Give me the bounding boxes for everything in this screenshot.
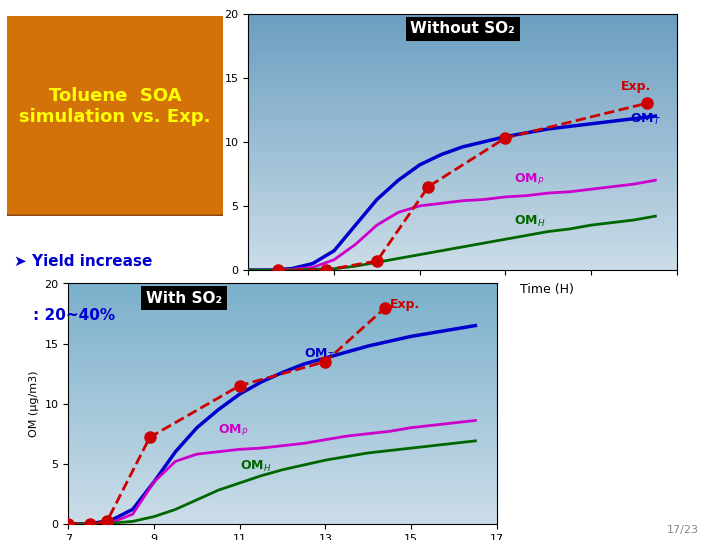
Text: With SO₂: With SO₂ <box>146 291 222 306</box>
Text: Exp.: Exp. <box>621 80 652 93</box>
Text: Time (H): Time (H) <box>521 284 574 296</box>
Y-axis label: OM(ug/m3): OM(ug/m3) <box>209 110 219 173</box>
Text: ➤ Yield increase: ➤ Yield increase <box>14 254 152 269</box>
Text: OM$_T$: OM$_T$ <box>304 347 335 362</box>
Text: OM$_T$: OM$_T$ <box>630 112 661 126</box>
Text: Without SO₂: Without SO₂ <box>410 21 515 36</box>
Text: OM$_P$: OM$_P$ <box>514 172 544 187</box>
Text: Exp.: Exp. <box>390 298 420 310</box>
Text: 17/23: 17/23 <box>667 524 698 535</box>
Y-axis label: OM (μg/m3): OM (μg/m3) <box>29 370 39 437</box>
FancyBboxPatch shape <box>1 10 230 216</box>
Text: : 20~40%: : 20~40% <box>33 308 115 323</box>
Text: Toluene  SOA
simulation vs. Exp.: Toluene SOA simulation vs. Exp. <box>19 87 211 125</box>
Text: OM$_P$: OM$_P$ <box>218 423 249 438</box>
Text: OM$_H$: OM$_H$ <box>240 459 271 474</box>
Text: OM$_H$: OM$_H$ <box>514 214 546 229</box>
